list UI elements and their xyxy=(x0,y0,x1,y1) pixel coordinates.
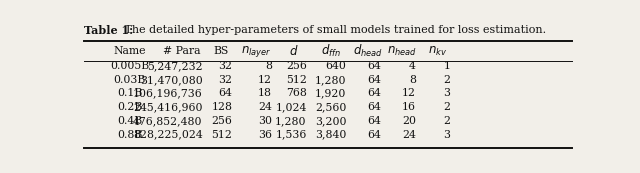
Text: $n_{layer}$: $n_{layer}$ xyxy=(241,44,271,59)
Text: 3,840: 3,840 xyxy=(315,130,346,140)
Text: 12: 12 xyxy=(258,75,272,85)
Text: 64: 64 xyxy=(218,89,232,98)
Text: 1: 1 xyxy=(444,61,451,71)
Text: 2,560: 2,560 xyxy=(315,102,346,112)
Text: 3,200: 3,200 xyxy=(315,116,346,126)
Text: 640: 640 xyxy=(326,61,346,71)
Text: 12: 12 xyxy=(402,89,416,98)
Text: 36: 36 xyxy=(258,130,272,140)
Text: 128: 128 xyxy=(211,102,232,112)
Text: 18: 18 xyxy=(258,89,272,98)
Text: 1,024: 1,024 xyxy=(275,102,307,112)
Text: 3: 3 xyxy=(444,89,451,98)
Text: Table 1:: Table 1: xyxy=(84,25,133,36)
Text: 1,280: 1,280 xyxy=(275,116,307,126)
Text: 4: 4 xyxy=(409,61,416,71)
Text: 256: 256 xyxy=(211,116,232,126)
Text: The detailed hyper-parameters of small models trained for loss estimation.: The detailed hyper-parameters of small m… xyxy=(121,25,547,35)
Text: 3: 3 xyxy=(444,130,451,140)
Text: 20: 20 xyxy=(402,116,416,126)
Text: 1,920: 1,920 xyxy=(315,89,346,98)
Text: 8: 8 xyxy=(265,61,272,71)
Text: 32: 32 xyxy=(218,75,232,85)
Text: 0.005B: 0.005B xyxy=(110,61,149,71)
Text: 0.8B: 0.8B xyxy=(117,130,142,140)
Text: $n_{kv}$: $n_{kv}$ xyxy=(428,45,447,58)
Text: 64: 64 xyxy=(367,75,381,85)
Text: 1,280: 1,280 xyxy=(315,75,346,85)
Text: 64: 64 xyxy=(367,89,381,98)
Text: 2: 2 xyxy=(444,75,451,85)
Text: Name: Name xyxy=(113,46,146,56)
Text: $d_{ffn}$: $d_{ffn}$ xyxy=(321,43,340,60)
Text: 1,536: 1,536 xyxy=(275,130,307,140)
Text: 16: 16 xyxy=(402,102,416,112)
Text: 5,247,232: 5,247,232 xyxy=(147,61,202,71)
Text: 256: 256 xyxy=(286,61,307,71)
Text: 32: 32 xyxy=(218,61,232,71)
Text: BS: BS xyxy=(214,46,229,56)
Text: $n_{head}$: $n_{head}$ xyxy=(387,45,417,58)
Text: # Para: # Para xyxy=(163,46,200,56)
Text: 2: 2 xyxy=(444,102,451,112)
Text: 64: 64 xyxy=(367,116,381,126)
Text: 24: 24 xyxy=(258,102,272,112)
Text: $d_{head}$: $d_{head}$ xyxy=(353,43,383,60)
Text: $d$: $d$ xyxy=(289,44,298,58)
Text: 0.4B: 0.4B xyxy=(117,116,142,126)
Text: 512: 512 xyxy=(211,130,232,140)
Text: 2: 2 xyxy=(444,116,451,126)
Text: 0.2B: 0.2B xyxy=(117,102,142,112)
Text: 768: 768 xyxy=(286,89,307,98)
Text: 245,416,960: 245,416,960 xyxy=(133,102,202,112)
Text: 31,470,080: 31,470,080 xyxy=(140,75,202,85)
Text: 0.03B: 0.03B xyxy=(113,75,146,85)
Text: 24: 24 xyxy=(402,130,416,140)
Text: 476,852,480: 476,852,480 xyxy=(133,116,202,126)
Text: 828,225,024: 828,225,024 xyxy=(132,130,202,140)
Text: 106,196,736: 106,196,736 xyxy=(132,89,202,98)
Text: 64: 64 xyxy=(367,102,381,112)
Text: 30: 30 xyxy=(258,116,272,126)
Text: 8: 8 xyxy=(409,75,416,85)
Text: 0.1B: 0.1B xyxy=(117,89,142,98)
Text: 64: 64 xyxy=(367,61,381,71)
Text: 64: 64 xyxy=(367,130,381,140)
Text: 512: 512 xyxy=(286,75,307,85)
